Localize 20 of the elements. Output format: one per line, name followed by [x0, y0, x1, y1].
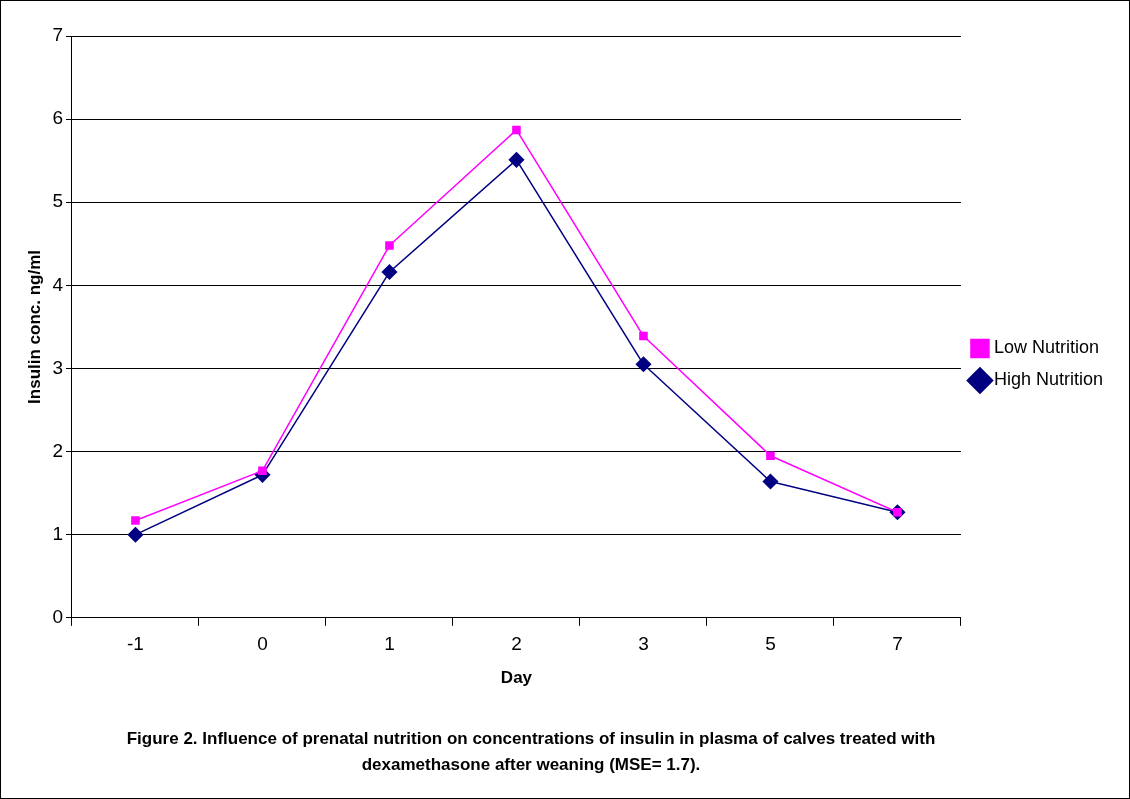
x-tick-label: 0 — [257, 633, 268, 655]
y-tick-label: 6 — [52, 107, 63, 129]
y-tick-label: 3 — [52, 356, 63, 378]
y-tick-label: 0 — [52, 606, 63, 628]
x-tick-label: 1 — [384, 633, 395, 655]
x-tick-label: 3 — [638, 633, 649, 655]
y-tick-label: 2 — [52, 439, 63, 461]
x-tick-label: 7 — [892, 633, 903, 655]
y-tick-label: 5 — [52, 190, 63, 212]
y-tick-label: 1 — [52, 522, 63, 544]
x-tick-label: -1 — [127, 633, 144, 655]
legend-label: High Nutrition — [993, 369, 1103, 390]
x-axis-title: Day — [500, 668, 533, 688]
caption: Figure 2. Influence of prenatal nutrition on concentrations of insulin in plasma of calves treated with dexamethasone after weaning (MSE= 1.7). — [126, 729, 936, 774]
y-tick-label: 7 — [52, 24, 63, 46]
y-tick-label: 4 — [52, 273, 64, 295]
x-tick-label: 2 — [511, 633, 522, 655]
y-axis-title: Insulin conc. ng/ml — [24, 249, 44, 404]
x-tick-label: 5 — [765, 633, 776, 655]
legend-label: Low Nutrition — [993, 337, 1099, 358]
